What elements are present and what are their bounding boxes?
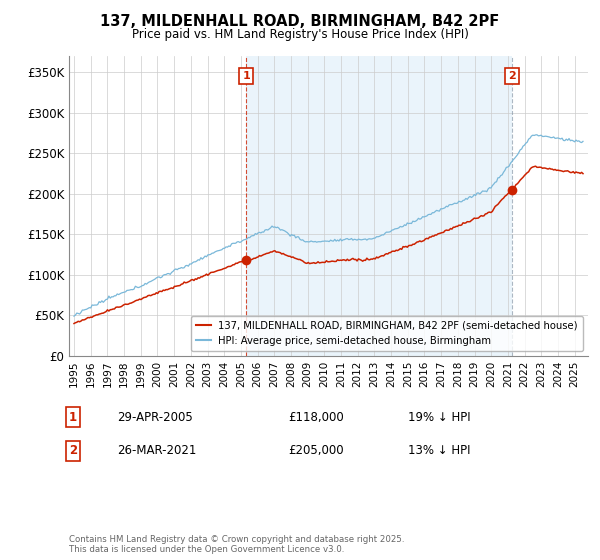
Text: 137, MILDENHALL ROAD, BIRMINGHAM, B42 2PF: 137, MILDENHALL ROAD, BIRMINGHAM, B42 2P…: [100, 14, 500, 29]
Text: 19% ↓ HPI: 19% ↓ HPI: [408, 410, 470, 424]
Text: Contains HM Land Registry data © Crown copyright and database right 2025.
This d: Contains HM Land Registry data © Crown c…: [69, 535, 404, 554]
Text: £118,000: £118,000: [288, 410, 344, 424]
Text: 13% ↓ HPI: 13% ↓ HPI: [408, 444, 470, 458]
Text: 26-MAR-2021: 26-MAR-2021: [117, 444, 196, 458]
Text: 29-APR-2005: 29-APR-2005: [117, 410, 193, 424]
Text: 1: 1: [242, 71, 250, 81]
Text: 1: 1: [69, 410, 77, 424]
Text: 2: 2: [508, 71, 516, 81]
Text: 2: 2: [69, 444, 77, 458]
Text: Price paid vs. HM Land Registry's House Price Index (HPI): Price paid vs. HM Land Registry's House …: [131, 28, 469, 41]
Bar: [247, 56, 512, 356]
Legend: 137, MILDENHALL ROAD, BIRMINGHAM, B42 2PF (semi-detached house), HPI: Average pr: 137, MILDENHALL ROAD, BIRMINGHAM, B42 2P…: [191, 316, 583, 351]
Text: £205,000: £205,000: [288, 444, 344, 458]
